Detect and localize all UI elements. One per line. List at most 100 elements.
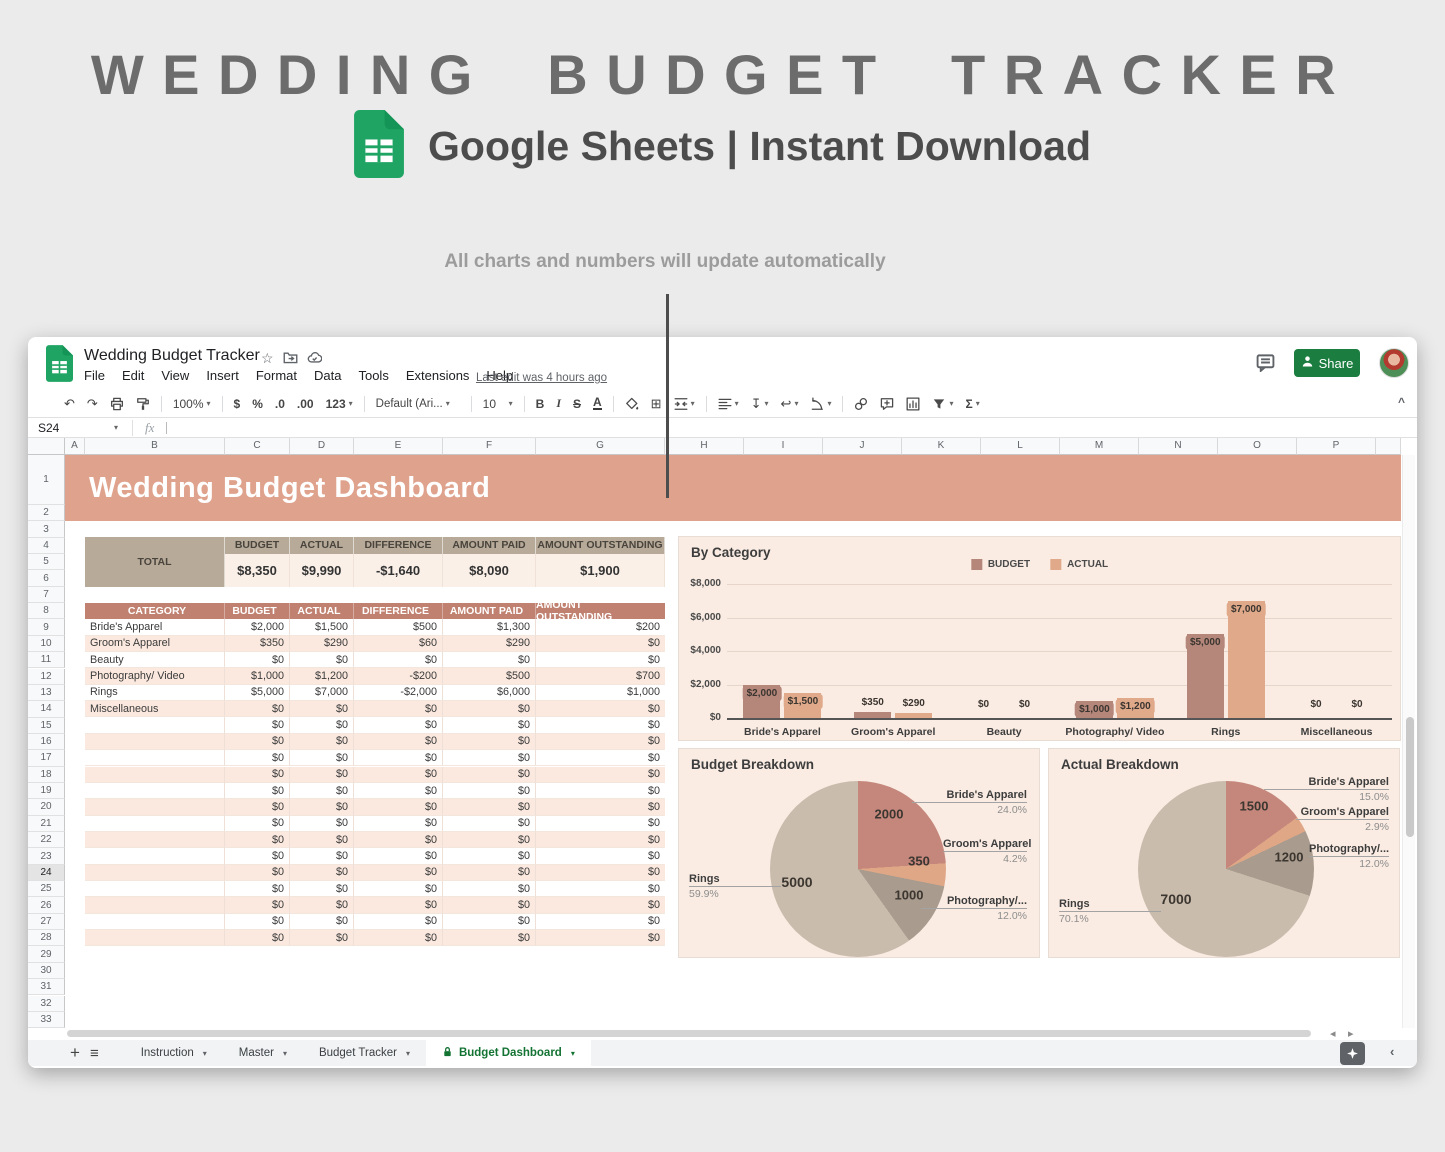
scroll-right-icon[interactable]: ▸ [1348, 1028, 1354, 1040]
table-cell[interactable]: $0 [290, 782, 354, 800]
table-cell[interactable]: $0 [536, 815, 665, 832]
tab-budget-dashboard[interactable]: Budget Dashboard ▾ [425, 1040, 591, 1066]
table-cell[interactable]: $0 [225, 733, 290, 751]
functions-button[interactable]: Σ ▾ [965, 396, 980, 411]
table-cell[interactable]: $0 [290, 717, 354, 734]
account-avatar[interactable] [1379, 348, 1409, 378]
total-label-cell[interactable]: TOTAL [85, 537, 225, 587]
category-header-cell[interactable]: BUDGET [225, 603, 290, 620]
row-header-15[interactable]: 15 [28, 717, 65, 734]
column-header-C[interactable]: C [225, 438, 290, 455]
menu-extensions[interactable]: Extensions [405, 368, 470, 383]
table-cell[interactable]: Beauty [85, 652, 225, 669]
total-header-cell[interactable]: AMOUNT OUTSTANDING [536, 537, 665, 554]
table-cell[interactable]: $0 [536, 864, 665, 881]
table-cell[interactable]: $0 [536, 635, 665, 653]
row-header-8[interactable]: 8 [28, 603, 65, 620]
italic-button[interactable]: I [556, 396, 561, 410]
table-cell[interactable]: $5,000 [225, 684, 290, 702]
column-header-A[interactable]: A [65, 438, 85, 455]
currency-format-button[interactable]: $ [233, 396, 241, 411]
table-cell[interactable] [85, 717, 225, 734]
table-cell[interactable]: $0 [536, 848, 665, 865]
table-cell[interactable]: $0 [536, 717, 665, 734]
table-cell[interactable]: $1,300 [443, 619, 536, 636]
table-cell[interactable]: $0 [354, 913, 443, 930]
table-cell[interactable]: $0 [354, 701, 443, 718]
table-cell[interactable]: $0 [443, 864, 536, 881]
table-cell[interactable]: $60 [354, 635, 443, 653]
row-header-21[interactable]: 21 [28, 815, 65, 832]
table-cell[interactable] [85, 815, 225, 832]
table-cell[interactable] [85, 880, 225, 898]
row-header-7[interactable]: 7 [28, 586, 65, 604]
name-box-dropdown-icon[interactable]: ▾ [113, 423, 118, 432]
table-cell[interactable] [85, 848, 225, 865]
table-cell[interactable]: Rings [85, 684, 225, 702]
column-header-K[interactable]: K [902, 438, 981, 455]
vertical-scrollbar-thumb[interactable] [1405, 717, 1414, 837]
table-cell[interactable]: $0 [290, 897, 354, 914]
select-all-corner[interactable] [28, 438, 65, 455]
horizontal-scrollbar[interactable] [65, 1029, 1323, 1038]
table-cell[interactable]: $200 [536, 619, 665, 636]
table-cell[interactable]: $0 [536, 880, 665, 898]
horizontal-scrollbar-thumb[interactable] [67, 1030, 1311, 1037]
table-cell[interactable]: $7,000 [290, 684, 354, 702]
table-cell[interactable]: $1,000 [536, 684, 665, 702]
row-header-33[interactable]: 33 [28, 1011, 65, 1028]
row-header-17[interactable]: 17 [28, 750, 65, 767]
strikethrough-button[interactable]: S [572, 396, 581, 411]
category-header-cell[interactable]: DIFFERENCE [354, 603, 443, 620]
table-cell[interactable]: $0 [225, 652, 290, 669]
row-header-19[interactable]: 19 [28, 782, 65, 800]
table-cell[interactable]: $0 [225, 831, 290, 849]
total-value-cell[interactable]: $8,350 [225, 553, 290, 587]
comment-history-icon[interactable] [1256, 353, 1275, 377]
star-icon[interactable]: ☆ [261, 350, 274, 366]
table-cell[interactable] [85, 782, 225, 800]
column-header-F[interactable]: F [443, 438, 536, 455]
menu-help[interactable]: Help [486, 368, 514, 383]
row-header-24[interactable]: 24 [28, 864, 65, 882]
column-header-M[interactable]: M [1060, 438, 1139, 455]
row-header-12[interactable]: 12 [28, 668, 65, 685]
table-cell[interactable]: $0 [443, 897, 536, 914]
row-header-20[interactable]: 20 [28, 799, 65, 816]
table-cell[interactable]: $0 [354, 930, 443, 947]
merge-cells-icon[interactable]: ▾ [674, 397, 695, 411]
table-cell[interactable]: $500 [354, 619, 443, 636]
row-header-28[interactable]: 28 [28, 930, 65, 947]
table-cell[interactable] [85, 799, 225, 816]
table-cell[interactable] [85, 831, 225, 849]
row-header-31[interactable]: 31 [28, 979, 65, 996]
table-cell[interactable]: $0 [443, 930, 536, 947]
text-wrap-icon[interactable]: ↩ ▾ [780, 395, 799, 411]
menu-data[interactable]: Data [314, 368, 342, 383]
column-header-N[interactable]: N [1139, 438, 1218, 455]
table-cell[interactable]: $0 [536, 913, 665, 930]
row-header-14[interactable]: 14 [28, 701, 65, 718]
table-cell[interactable] [85, 750, 225, 767]
font-select[interactable]: Default (Ari... ▾ [375, 397, 450, 410]
table-cell[interactable]: $0 [290, 733, 354, 751]
table-cell[interactable]: $0 [354, 782, 443, 800]
menu-insert[interactable]: Insert [206, 368, 239, 383]
table-cell[interactable] [85, 930, 225, 947]
row-header-26[interactable]: 26 [28, 897, 65, 914]
table-cell[interactable]: $0 [536, 750, 665, 767]
table-cell[interactable]: $0 [536, 733, 665, 751]
table-cell[interactable] [85, 913, 225, 930]
table-cell[interactable]: $0 [354, 897, 443, 914]
table-cell[interactable]: $0 [443, 782, 536, 800]
table-cell[interactable]: $1,000 [225, 668, 290, 685]
percent-format-button[interactable]: % [252, 396, 263, 411]
table-cell[interactable]: $0 [354, 766, 443, 783]
row-header-6[interactable]: 6 [28, 570, 65, 587]
table-cell[interactable]: $0 [290, 701, 354, 718]
cloud-status-icon[interactable] [307, 350, 323, 368]
table-cell[interactable]: $290 [443, 635, 536, 653]
bold-button[interactable]: B [535, 396, 545, 411]
text-rotate-icon[interactable]: ▾ [810, 397, 831, 411]
row-header-32[interactable]: 32 [28, 995, 65, 1012]
